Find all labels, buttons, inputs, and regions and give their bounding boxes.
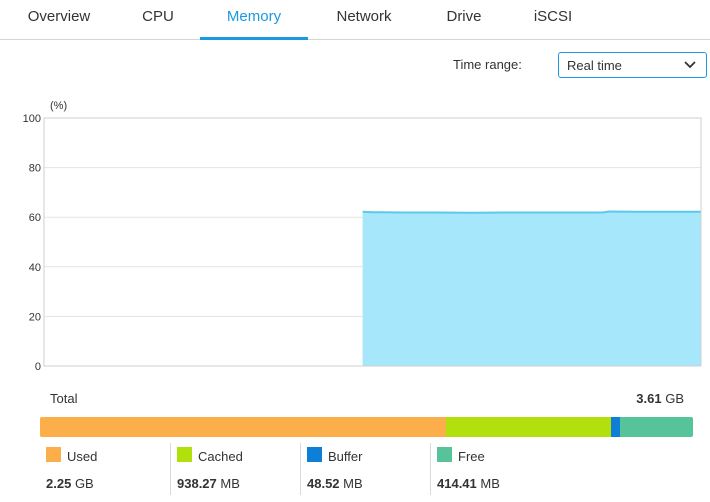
buffer-segment (611, 417, 620, 437)
total-value: 3.61 GB (636, 391, 684, 406)
used-label: Used (67, 449, 98, 464)
time-range-label: Time range: (453, 57, 522, 72)
buffer-swatch (307, 447, 322, 462)
tab-memory[interactable]: Memory (200, 0, 308, 40)
tab-bar: Overview CPU Memory Network Drive iSCSI (0, 0, 710, 40)
chevron-down-icon (684, 61, 696, 69)
memory-usage-chart: (%) 0 20 40 60 80 100 (23, 100, 702, 373)
y-axis-ticks: 0 20 40 60 80 100 (23, 113, 41, 373)
legend-buffer: Buffer 48.52 MB (300, 443, 430, 495)
cached-value: 938.27 MB (177, 476, 240, 491)
plot-frame (43, 117, 702, 367)
used-segment (40, 417, 447, 437)
time-range-select[interactable]: Real time (558, 52, 707, 78)
y-tick-label: 100 (23, 113, 41, 125)
free-value: 414.41 MB (437, 476, 500, 491)
memory-legend: Used 2.25 GB Cached 938.27 MB Buffer 48.… (40, 443, 700, 498)
free-label: Free (458, 449, 485, 464)
free-swatch (437, 447, 452, 462)
buffer-label: Buffer (328, 449, 363, 464)
tab-overview[interactable]: Overview (27, 8, 91, 25)
legend-used: Used 2.25 GB (40, 443, 170, 495)
tab-cpu[interactable]: CPU (142, 8, 174, 25)
total-label: Total (50, 391, 78, 406)
cached-swatch (177, 447, 192, 462)
memory-line (362, 210, 701, 214)
used-swatch (46, 447, 61, 462)
cached-segment (446, 417, 612, 437)
free-segment (619, 417, 693, 437)
y-tick-label: 40 (29, 262, 41, 274)
time-range-value: Real time (567, 58, 622, 73)
memory-stacked-bar (40, 417, 693, 437)
legend-free: Free 414.41 MB (430, 443, 580, 495)
cached-label: Cached (198, 449, 243, 464)
y-tick-label: 0 (35, 361, 41, 373)
used-value: 2.25 GB (46, 476, 94, 491)
y-tick-label: 80 (29, 163, 41, 175)
y-tick-label: 60 (29, 212, 41, 224)
y-tick-label: 20 (29, 311, 41, 323)
tab-iscsi[interactable]: iSCSI (533, 8, 573, 25)
y-axis-label: (%) (50, 100, 67, 112)
buffer-value: 48.52 MB (307, 476, 363, 491)
memory-area (362, 211, 701, 366)
legend-cached: Cached 938.27 MB (170, 443, 300, 495)
tab-drive[interactable]: Drive (446, 8, 482, 25)
tab-network[interactable]: Network (336, 8, 392, 25)
